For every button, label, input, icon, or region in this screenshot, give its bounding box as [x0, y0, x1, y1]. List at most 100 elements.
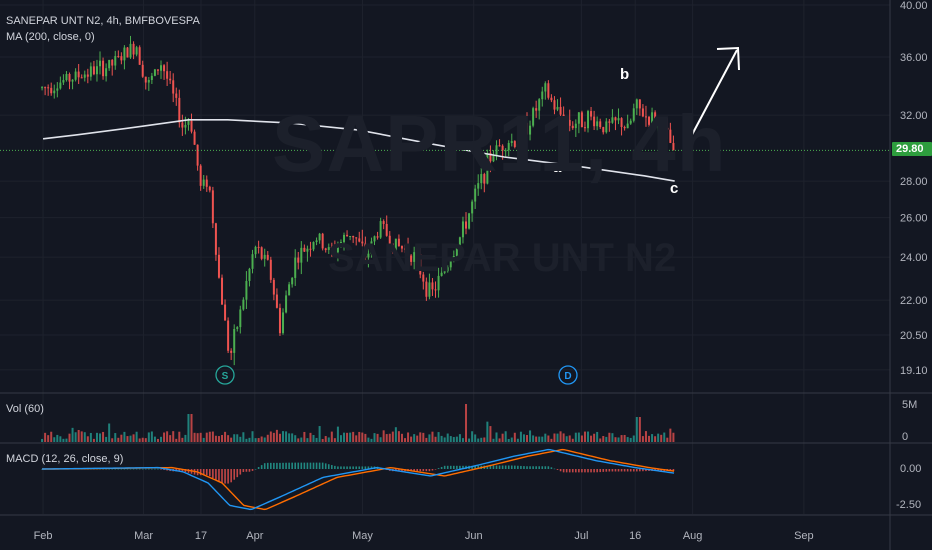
ma-legend[interactable]: MA (200, close, 0)	[6, 31, 95, 43]
volume-bar	[526, 435, 529, 442]
volume-bar	[513, 432, 516, 442]
price-tick-label: 28.00	[900, 176, 928, 188]
volume-bar	[465, 404, 468, 442]
macd-histogram-bar	[224, 469, 226, 484]
candle-body	[468, 213, 471, 229]
candle-body	[205, 179, 208, 187]
volume-bar	[105, 436, 108, 442]
candle-body	[95, 66, 98, 75]
wave-label-c: c	[670, 180, 678, 197]
volume-bar	[532, 435, 535, 442]
macd-histogram-bar	[590, 469, 592, 473]
volume-bar	[461, 438, 464, 442]
candle-body	[129, 43, 132, 58]
volume-bar	[559, 431, 562, 442]
candle-body	[547, 83, 550, 98]
candle-body	[236, 327, 239, 330]
macd-histogram-bar	[614, 469, 617, 472]
candle-body	[184, 124, 187, 128]
macd-histogram-bar	[416, 469, 419, 472]
macd-histogram-bar	[608, 469, 611, 472]
volume-bar	[428, 434, 431, 442]
volume-bar	[580, 435, 583, 442]
volume-bar	[324, 436, 327, 442]
candle-body	[160, 65, 163, 71]
candle-body	[590, 111, 593, 117]
candle-body	[480, 174, 483, 184]
macd-histogram-bar	[419, 469, 422, 472]
macd-histogram-bar	[422, 469, 425, 472]
macd-histogram-bar	[331, 465, 333, 469]
candle-body	[641, 108, 644, 117]
candle-body	[166, 71, 169, 79]
macd-histogram-bar	[642, 469, 644, 472]
price-tick-label: 20.50	[900, 330, 928, 342]
volume-bar	[221, 434, 224, 442]
volume-bar	[196, 433, 199, 442]
candle-body	[294, 257, 297, 278]
marker-split: S	[215, 365, 235, 385]
macd-histogram-bar	[358, 466, 361, 469]
volume-bar	[556, 433, 559, 442]
candle-body	[666, 127, 669, 130]
candle-body	[492, 155, 495, 162]
macd-histogram-bar	[556, 469, 559, 470]
candle-body	[495, 145, 498, 156]
candle-body	[410, 255, 413, 262]
time-tick-label: Jun	[465, 530, 483, 542]
macd-histogram-bar	[135, 468, 138, 470]
volume-bar	[593, 433, 596, 442]
macd-histogram-bar	[611, 469, 614, 472]
candle-body	[477, 183, 480, 189]
volume-bar	[495, 432, 498, 442]
macd-legend[interactable]: MACD (12, 26, close, 9)	[6, 453, 124, 465]
candle-body	[660, 121, 663, 136]
volume-bar	[507, 438, 510, 442]
candle-body	[507, 143, 510, 151]
candle-body	[513, 141, 516, 147]
volume-bar	[303, 431, 306, 442]
volume-bar	[370, 438, 373, 442]
volume-bar	[205, 432, 208, 442]
candle-body	[150, 75, 153, 81]
macd-histogram-bar	[346, 466, 348, 469]
candle-body	[446, 267, 449, 272]
volume-bar	[336, 426, 339, 442]
candle-body	[343, 234, 346, 242]
candle-body	[303, 247, 306, 252]
macd-histogram-bar	[157, 468, 159, 470]
candle-body	[596, 121, 599, 127]
volume-bar	[669, 428, 672, 442]
candle-body	[288, 284, 291, 296]
volume-bar	[123, 431, 126, 442]
macd-histogram-bar	[437, 468, 440, 469]
macd-histogram-bar	[218, 469, 220, 482]
macd-histogram-bar	[443, 465, 446, 469]
volume-bar	[562, 433, 565, 442]
macd-histogram-bar	[535, 466, 537, 469]
volume-bar	[242, 432, 245, 442]
volume-bar	[135, 431, 138, 442]
volume-bar	[477, 438, 480, 442]
macd-line	[42, 448, 675, 511]
grid-lines	[0, 0, 890, 514]
volume-bar	[431, 431, 434, 442]
volume-bar	[224, 431, 227, 442]
macd-histogram-bar	[547, 466, 550, 469]
volume-bar	[666, 437, 669, 442]
volume-bar	[504, 431, 507, 442]
volume-bar	[413, 434, 416, 442]
candle-body	[416, 252, 419, 255]
volume-legend[interactable]: Vol (60)	[6, 403, 44, 415]
macd-histogram-bar	[398, 469, 400, 472]
candle-body	[291, 277, 294, 285]
macd-histogram-bar	[486, 465, 489, 469]
candle-body	[224, 304, 227, 321]
macd-histogram-bar	[245, 469, 248, 472]
macd-histogram-bar	[514, 465, 516, 469]
volume-bar	[294, 435, 297, 442]
candle-body	[59, 82, 62, 89]
macd-histogram-bar	[544, 466, 547, 469]
volume-bar	[102, 431, 105, 442]
